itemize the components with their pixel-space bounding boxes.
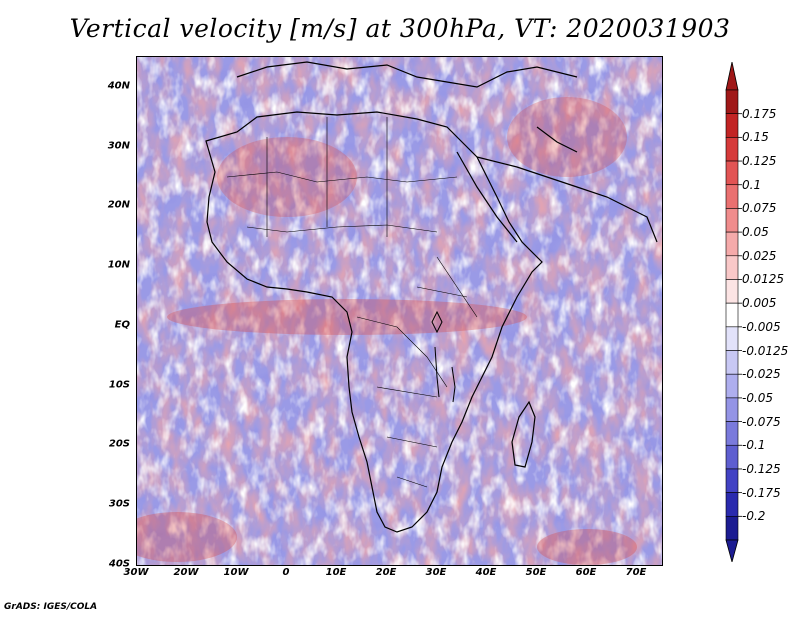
lon-tick-label: 30W (123, 567, 149, 578)
lon-tick-label: 60E (575, 567, 597, 578)
colorbar-swatch (725, 208, 739, 233)
colorbar-label: 0.025 (742, 248, 777, 263)
europe-coastline (236, 61, 578, 88)
colorbar-swatch (725, 137, 739, 162)
colorbar-label: -0.125 (742, 461, 781, 476)
colorbar-swatch (725, 516, 739, 541)
lat-tick-label: 10N (107, 259, 130, 271)
arabian-coast (476, 156, 658, 243)
colorbar-top-arrow (725, 62, 739, 91)
coastlines (205, 61, 658, 533)
lat-tick-label: EQ (114, 319, 130, 331)
colorbar-swatch (725, 302, 739, 328)
colorbar-swatch (725, 326, 739, 351)
southern-ocean-ascent (137, 512, 237, 562)
colorbar-swatch (725, 444, 739, 470)
africa-coastline (205, 111, 543, 533)
lon-tick-label: 20E (375, 567, 397, 578)
colorbar-swatch (725, 468, 739, 493)
colorbar-swatch (725, 421, 739, 446)
colorbar-swatch (725, 255, 739, 280)
neutral-streaks (137, 57, 662, 565)
colorbar-label: -0.075 (742, 414, 781, 429)
colorbar-swatch (725, 231, 739, 257)
colorbar-label: 0.15 (742, 130, 769, 145)
colorbar-label: 0.1 (742, 177, 762, 192)
colorbar-label: 0.0125 (742, 272, 784, 287)
lon-tick-label: 10W (223, 567, 249, 578)
colorbar-label: -0.025 (742, 367, 781, 382)
lat-tick-label: 40N (107, 80, 130, 92)
madagascar-coastline (511, 400, 536, 468)
colorbar-label: -0.0125 (742, 343, 789, 358)
colorbar-label: 0.175 (742, 106, 777, 121)
sahara-ascent (217, 137, 357, 217)
red-sea (456, 151, 518, 243)
lat-tick-label: 40S (108, 558, 130, 570)
lat-tick-label: 30S (108, 498, 130, 510)
lat-tick-label: 10S (108, 379, 130, 391)
colorbar-bottom-arrow (725, 539, 739, 562)
lon-tick-label: 30E (425, 567, 447, 578)
colorbar-label: -0.2 (742, 509, 766, 524)
country-borders (226, 117, 478, 488)
colorbar-swatch (725, 397, 739, 422)
colorbar-swatch (725, 373, 739, 399)
colorbar-label: 0.005 (742, 296, 777, 311)
colorbar-label: 0.05 (742, 225, 769, 240)
lat-tick-label: 20S (108, 438, 130, 450)
persian-gulf (536, 126, 578, 153)
colorbar-swatch (725, 492, 739, 517)
colorbar-label: -0.05 (742, 390, 774, 405)
colorbar-swatch (725, 160, 739, 186)
colorbar-swatch (725, 89, 739, 114)
middle-east-ascent (507, 97, 627, 177)
colorbar-label: -0.175 (742, 485, 781, 500)
lon-tick-label: 40E (475, 567, 497, 578)
grads-credit: GrADS: IGES/COLA (4, 602, 98, 612)
colorbar-swatch (725, 279, 739, 304)
lon-tick-label: 20W (173, 567, 199, 578)
lon-tick-label: 50E (525, 567, 547, 578)
colorbar-swatch (725, 113, 739, 138)
lon-tick-label: 10E (325, 567, 347, 578)
colorbar (725, 62, 742, 562)
great-lakes (431, 310, 456, 403)
colorbar-swatch (725, 350, 739, 375)
lon-tick-label: 70E (625, 567, 647, 578)
lat-tick-label: 20N (107, 199, 130, 211)
itcz-ascent-band (167, 299, 527, 335)
colorbar-label: -0.005 (742, 319, 781, 334)
lat-tick-label: 30N (107, 140, 130, 152)
lon-tick-label: 0 (282, 567, 290, 578)
chart-title: Vertical velocity [m/s] at 300hPa, VT: 2… (69, 14, 731, 43)
colorbar-label: -0.1 (742, 438, 766, 453)
colorbar-label: 0.125 (742, 154, 777, 169)
colorbar-swatch (725, 184, 739, 209)
southern-ascent-east (537, 529, 637, 565)
vertical-velocity-field (137, 57, 662, 565)
colorbar-label: 0.075 (742, 201, 777, 216)
map-panel[interactable] (136, 56, 663, 566)
